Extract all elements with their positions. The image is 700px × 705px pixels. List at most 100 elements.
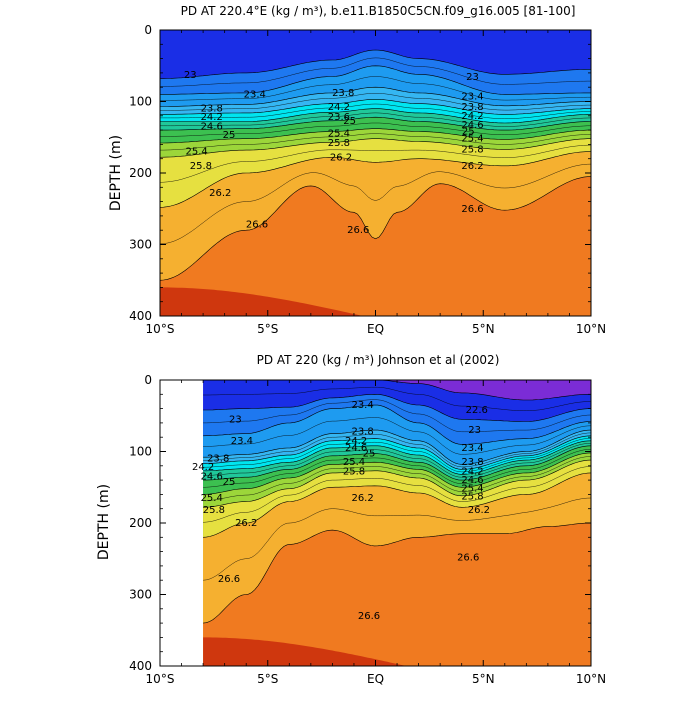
contour-line — [203, 387, 591, 411]
axes: 10°S 5°S EQ 5°N 10°N 0 100 200 300 400 — [129, 373, 606, 686]
contour-label: 23.4 — [244, 89, 266, 100]
contour-line — [203, 432, 591, 468]
contour-line — [160, 128, 591, 144]
contour-line — [203, 459, 591, 508]
contour-label: 23.4 — [351, 400, 373, 411]
contour-line — [160, 86, 591, 107]
contour-label: 24.2 — [201, 112, 223, 123]
contour-label: 24.2 — [328, 102, 350, 113]
contour-label: 24.2 — [461, 467, 483, 478]
y-tick-label: 400 — [129, 309, 152, 323]
contour-label: 26.6 — [461, 204, 483, 215]
contour-line — [203, 466, 591, 523]
contour-line — [203, 472, 591, 538]
contour-label: 23.6 — [328, 112, 350, 123]
contour-line — [203, 417, 591, 455]
contour-label: 23.8 — [461, 102, 483, 113]
contour-label: 24.6 — [201, 122, 223, 133]
contour-line — [160, 49, 591, 79]
contour-line — [203, 429, 591, 465]
axes: 10°S 5°S EQ 5°N 10°N 0 100 200 300 400 — [129, 23, 606, 336]
contour-line — [203, 452, 591, 495]
contour-label: 24.6 — [345, 443, 367, 454]
contour-label: 25 — [462, 127, 475, 138]
contour-line — [160, 133, 591, 151]
y-tick-label: 200 — [129, 166, 152, 180]
contour-label: 25.8 — [461, 492, 483, 503]
y-axis-label: DEPTH (m) — [108, 135, 124, 211]
contour-line — [203, 456, 591, 501]
contour-line — [160, 138, 591, 158]
y-tick-label: 200 — [129, 516, 152, 530]
contour-line — [203, 445, 591, 481]
contour-line — [160, 76, 591, 101]
contour-label: 24.2 — [345, 436, 367, 447]
y-tick-label: 300 — [129, 588, 152, 602]
contour-label: 23.8 — [332, 88, 354, 99]
chart-title: PD AT 220.4°E (kg / m³), b.e11.B1850C5CN… — [181, 4, 576, 18]
contour-label: 26.2 — [351, 493, 373, 504]
contour-line — [203, 449, 591, 488]
contour-label: 25.8 — [461, 144, 483, 155]
y-tick-label: 0 — [144, 23, 152, 37]
x-tick-label: 5°N — [472, 672, 495, 686]
x-tick-label: 10°S — [146, 322, 175, 336]
x-tick-label: 5°N — [472, 322, 495, 336]
contour-line — [203, 440, 591, 475]
y-tick-label: 100 — [129, 445, 152, 459]
contour-label: 26.6 — [457, 552, 479, 563]
x-tick-label: 5°S — [257, 672, 278, 686]
y-axis-label: DEPTH (m) — [96, 484, 112, 560]
contour-label: 25.4 — [328, 129, 350, 140]
contour-label: 26.6 — [358, 611, 380, 622]
x-tick-label: EQ — [367, 672, 384, 686]
contour-line — [160, 108, 591, 124]
contour-label: 23.4 — [461, 443, 483, 454]
contour-line — [203, 522, 591, 624]
contour-label: 25.4 — [343, 457, 365, 468]
contour-label: 25.4 — [461, 484, 483, 495]
contour-line — [160, 112, 591, 127]
contour-label: 24.6 — [461, 475, 483, 486]
contour-label: 25.8 — [343, 467, 365, 478]
plot-area: 2323.423.824.224.62525.425.826.226.623.4… — [129, 373, 606, 686]
contour-line — [160, 103, 591, 119]
contour-line — [203, 399, 591, 432]
contour-band — [203, 523, 591, 666]
contour-label: 23.8 — [461, 457, 483, 468]
contour-label: 25 — [343, 116, 356, 127]
contour-label: 25.8 — [203, 505, 225, 516]
contour-label: 22.6 — [466, 405, 488, 416]
contour-label: 24.6 — [461, 120, 483, 131]
contour-label: 25 — [363, 449, 376, 460]
contour-line — [160, 99, 591, 115]
contour-label: 23.8 — [351, 427, 373, 438]
contour-labels: 2323.423.824.224.62525.425.826.226.623.4… — [192, 400, 490, 622]
contour-label: 23.8 — [201, 104, 223, 115]
contour-label: 25.8 — [190, 161, 212, 172]
contour-line — [203, 435, 591, 470]
y-tick-label: 0 — [144, 373, 152, 387]
contour-label: 23.4 — [461, 92, 483, 103]
contour-label: 26.6 — [246, 220, 268, 231]
contour-labels: 2323.423.824.224.62525.425.826.226.623.8… — [184, 70, 484, 236]
contour-label: 26.2 — [209, 188, 231, 199]
contour-line — [160, 65, 591, 95]
contour-label: 26.6 — [347, 225, 369, 236]
contour-label: 26.2 — [235, 518, 257, 529]
plot-area: 2323.423.824.224.62525.425.826.226.623.8… — [129, 23, 606, 336]
x-tick-label: 10°N — [576, 322, 606, 336]
contour-band — [160, 176, 591, 316]
panel-bottom-chart: PD AT 220 (kg / m³) Johnson et al (2002)… — [96, 353, 606, 686]
contour-line — [203, 393, 591, 422]
contour-lines — [160, 49, 591, 281]
contour-lines — [203, 380, 591, 624]
contour-label: 23 — [184, 70, 197, 81]
contour-line — [160, 93, 591, 111]
panel-top-chart: PD AT 220.4°E (kg / m³), b.e11.B1850C5CN… — [108, 4, 606, 336]
contour-line — [203, 497, 591, 581]
x-tick-label: 10°S — [146, 672, 175, 686]
contour-fills — [160, 30, 591, 316]
contour-label: 23.8 — [207, 454, 229, 465]
